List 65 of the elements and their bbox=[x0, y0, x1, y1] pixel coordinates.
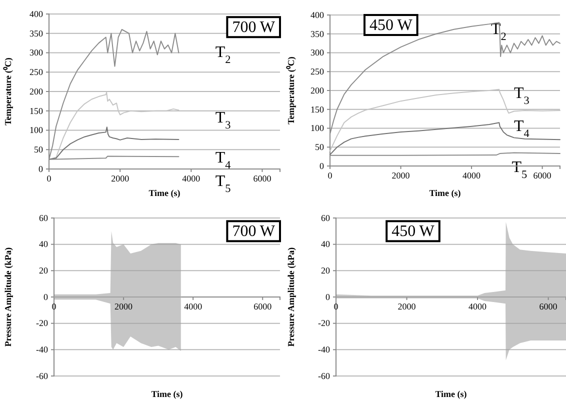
x-tick-label: 6000 bbox=[539, 301, 558, 312]
y-tick-label: 150 bbox=[30, 106, 44, 116]
annotation: T$_{3}$ bbox=[215, 109, 232, 132]
y-tick-label: 350 bbox=[310, 28, 324, 39]
y-tick-label: 250 bbox=[310, 66, 324, 77]
x-tick-label: 0 bbox=[52, 301, 57, 312]
y-tick-label: -60 bbox=[318, 370, 330, 381]
y-tick-label: -40 bbox=[36, 344, 48, 355]
y-tick-label: 350 bbox=[30, 28, 44, 38]
annotation: 700 W bbox=[232, 19, 276, 36]
y-tick-label: 20 bbox=[321, 266, 330, 276]
y-tick-label: 20 bbox=[39, 266, 48, 276]
y-tick-label: 0 bbox=[38, 164, 44, 174]
annotation: 450 W bbox=[392, 223, 436, 240]
y-tick-label: 400 bbox=[310, 10, 324, 20]
x-tick-label: 6000 bbox=[254, 301, 272, 312]
x-tick-label: 2000 bbox=[111, 173, 130, 184]
annotation: T$_{4}$ bbox=[514, 118, 530, 140]
y-tick-label: 300 bbox=[30, 48, 44, 58]
y-tick-label: 40 bbox=[39, 239, 48, 250]
x-tick-label: 2000 bbox=[114, 301, 134, 312]
annotation: 700 W bbox=[232, 223, 276, 240]
annotation: 450 W bbox=[370, 17, 414, 34]
y-tick-label: 200 bbox=[30, 86, 44, 96]
y-tick-label: 150 bbox=[310, 104, 324, 114]
annotation: T$_{3}$ bbox=[514, 85, 530, 108]
y-tick-label: 60 bbox=[39, 212, 48, 223]
y-tick-label: 60 bbox=[321, 212, 330, 223]
x-axis-title: Time (s) bbox=[148, 188, 180, 198]
x-axis-title: Time (s) bbox=[435, 389, 467, 399]
y-axis-title: Pressure Amplitude (kPa) bbox=[3, 247, 13, 347]
x-tick-label: 2000 bbox=[398, 301, 416, 312]
y-tick-label: 0 bbox=[44, 292, 48, 302]
y-axis-title: Temperature (⁰C) bbox=[286, 56, 296, 124]
x-tick-label: 4000 bbox=[468, 301, 488, 312]
x-axis-title: Time (s) bbox=[429, 188, 461, 198]
y-tick-label: -40 bbox=[318, 344, 330, 355]
y-tick-label: 50 bbox=[34, 144, 44, 155]
y-tick-label: 0 bbox=[326, 292, 330, 302]
annotation: T$_{4}$ bbox=[215, 150, 232, 172]
annotation: T$_{2}$ bbox=[215, 44, 231, 66]
x-tick-label: 2000 bbox=[392, 170, 410, 180]
x-tick-label: 4000 bbox=[462, 170, 482, 180]
x-tick-label: 4000 bbox=[182, 173, 201, 184]
x-axis-title: Time (s) bbox=[151, 389, 183, 399]
x-tick-label: 6000 bbox=[253, 173, 272, 184]
y-tick-label: 250 bbox=[30, 67, 44, 78]
y-tick-label: 0 bbox=[320, 160, 324, 171]
x-tick-label: 6000 bbox=[533, 170, 552, 180]
y-tick-label: 100 bbox=[310, 123, 324, 134]
y-tick-label: 300 bbox=[310, 48, 324, 58]
y-tick-label: -60 bbox=[36, 370, 48, 381]
y-tick-label: -20 bbox=[318, 318, 330, 328]
y-tick-label: 400 bbox=[30, 8, 44, 19]
y-axis-title: Temperature (⁰C) bbox=[3, 58, 13, 126]
y-tick-label: -20 bbox=[36, 318, 48, 328]
annotation: T$_{2}$ bbox=[491, 20, 506, 43]
y-tick-label: 40 bbox=[321, 239, 330, 250]
x-tick-label: 4000 bbox=[184, 301, 203, 312]
x-tick-label: 0 bbox=[334, 301, 339, 312]
text: T$_{5}$ bbox=[215, 172, 232, 195]
y-axis-title: Pressure Amplitude (kPa) bbox=[286, 247, 296, 347]
y-tick-label: 100 bbox=[30, 125, 44, 136]
y-tick-label: 200 bbox=[310, 85, 324, 96]
y-tick-label: 50 bbox=[315, 142, 324, 152]
